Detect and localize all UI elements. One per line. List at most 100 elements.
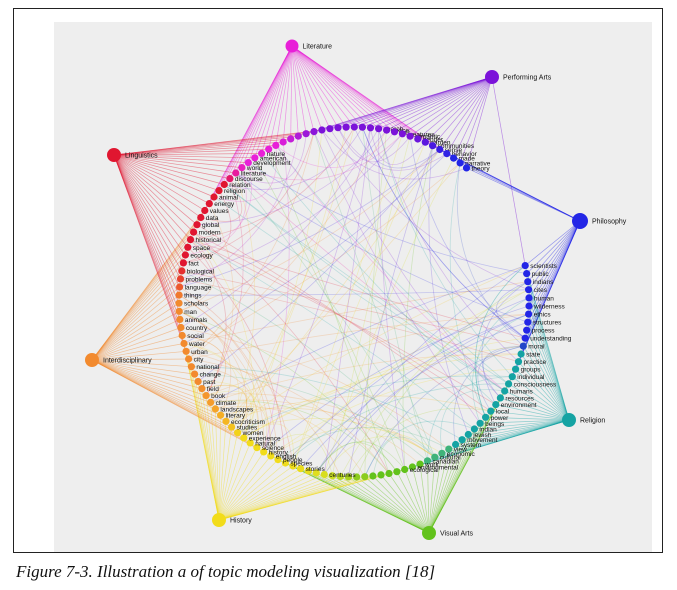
term-node [178, 331, 186, 340]
chord-link [197, 149, 441, 382]
term-node [385, 469, 393, 478]
chord-link [224, 184, 509, 385]
term-node [524, 318, 532, 326]
term-label: fact [188, 260, 199, 267]
term-label: biological [187, 268, 215, 275]
chord-link [180, 327, 450, 450]
chord-link [254, 157, 406, 470]
term-label: narrative [465, 160, 491, 167]
hub-link [428, 404, 497, 534]
term-label: indians [533, 279, 554, 286]
term-label: things [184, 293, 202, 300]
term-label: communities [438, 143, 475, 150]
hub-link [448, 419, 570, 450]
chord-link [315, 321, 528, 474]
term-label: economic [447, 451, 476, 458]
chord-link [196, 129, 387, 226]
chord-link [201, 384, 247, 433]
term-node [505, 380, 513, 388]
chord-link [179, 310, 398, 472]
hub-link [218, 474, 325, 521]
chord-link [285, 289, 529, 464]
hub-link [113, 133, 307, 156]
hub-link [201, 388, 220, 521]
hub-label: Visual Arts [440, 531, 473, 538]
term-label: city [194, 357, 205, 364]
chord-link [362, 127, 428, 461]
hub-link [292, 465, 430, 534]
term-node [251, 154, 259, 162]
term-label: consciousness [514, 381, 557, 388]
term-node [416, 460, 424, 468]
chord-link [323, 127, 371, 475]
hub-label: History [230, 518, 252, 525]
chord-link [186, 350, 341, 477]
term-node [175, 307, 183, 315]
chord-link [243, 337, 526, 439]
hub-link [91, 359, 244, 439]
hub-link [428, 434, 469, 534]
hub-link [113, 145, 276, 156]
hub-link [291, 45, 441, 150]
hub-link [417, 76, 493, 140]
hub-link [291, 45, 395, 133]
hub-link [218, 475, 373, 521]
hub-link [91, 359, 221, 416]
hub-link [91, 327, 182, 361]
chord-link [270, 427, 443, 457]
chord-link [378, 128, 406, 470]
hub-layer: Literature Performing Arts Philosophy Relig… [85, 39, 627, 540]
hub-link [91, 359, 227, 422]
term-node [390, 128, 399, 136]
chord-link [292, 142, 426, 467]
chord-link [456, 162, 524, 347]
term-node [177, 323, 185, 332]
term-label: discourse [235, 176, 263, 183]
hub-link [291, 45, 387, 131]
term-label: book [211, 393, 226, 400]
hub-link [528, 297, 570, 421]
hub-link [402, 76, 493, 135]
hub-link [113, 154, 186, 256]
hub-link [218, 427, 232, 521]
term-node [350, 123, 358, 131]
chord-link [215, 406, 366, 477]
term-node [272, 141, 280, 149]
term-node [496, 394, 504, 402]
term-label: water [188, 341, 206, 348]
hub-link [113, 153, 262, 156]
chord-link [348, 407, 491, 478]
term-node [353, 473, 361, 481]
hub-link [113, 154, 249, 163]
term-node [180, 339, 188, 348]
chord-link [285, 383, 509, 464]
term-node [191, 370, 199, 378]
chord-link [364, 420, 475, 477]
term-node [320, 470, 328, 479]
chord-link [194, 373, 428, 462]
chord-link [237, 418, 436, 458]
chord-link [353, 126, 441, 169]
term-node [238, 164, 246, 172]
term-node [445, 445, 453, 453]
term-label: landscapes [220, 406, 254, 413]
term-label: history [269, 449, 289, 456]
term-label: data [206, 215, 219, 222]
hub-link [441, 419, 570, 454]
hub-link [291, 45, 307, 134]
hub-link [91, 239, 191, 361]
chord-link [210, 353, 522, 403]
hub-link [91, 359, 192, 368]
chord-link [220, 407, 436, 458]
hub-link [223, 45, 293, 185]
chord-link [179, 310, 265, 452]
chord-link [180, 128, 379, 328]
hub-link [91, 247, 189, 361]
hub-link [113, 154, 187, 352]
chord-link [235, 172, 436, 458]
hub-link [524, 338, 570, 421]
chord-link [188, 358, 390, 474]
term-label: energy [214, 201, 235, 208]
term-label: past [203, 379, 215, 386]
hub-link [362, 76, 493, 128]
